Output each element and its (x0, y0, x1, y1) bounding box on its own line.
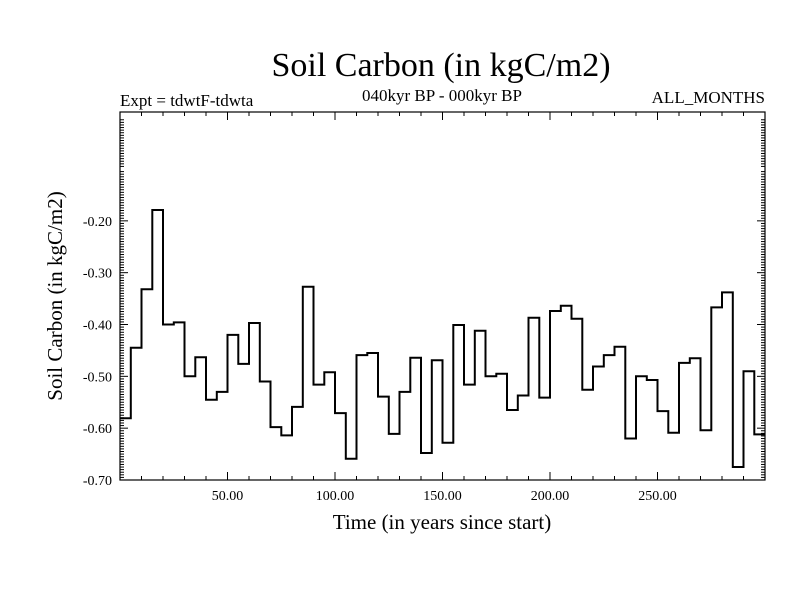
y-tick-label: -0.60 (83, 422, 112, 437)
x-tick-label: 50.00 (212, 489, 244, 504)
y-tick-label: -0.50 (83, 370, 112, 385)
y-tick-labels: -0.20 -0.30 -0.40 -0.50 -0.60 -0.70 (83, 215, 112, 489)
x-axis-label: Time (in years since start) (333, 510, 552, 534)
months-label: ALL_MONTHS (652, 88, 765, 107)
y-axis-label: Soil Carbon (in kgC/m2) (43, 191, 67, 400)
x-tick-label: 200.00 (531, 489, 570, 504)
y-tick-label: -0.40 (83, 319, 112, 334)
experiment-label: Expt = tdwtF-tdwta (120, 91, 254, 110)
chart-title: Soil Carbon (in kgC/m2) (271, 47, 610, 84)
soil-carbon-series-line (120, 209, 765, 468)
major-ticks (120, 112, 765, 481)
period-label: 040kyr BP - 000kyr BP (362, 86, 522, 105)
y-tick-label: -0.20 (83, 215, 112, 230)
x-tick-labels: 50.00 100.00 150.00 200.00 250.00 (212, 489, 677, 504)
x-tick-label: 150.00 (423, 489, 462, 504)
x-tick-label: 100.00 (316, 489, 355, 504)
minor-ticks (120, 112, 765, 480)
x-tick-label: 250.00 (638, 489, 677, 504)
y-tick-label: -0.30 (83, 267, 112, 282)
y-tick-label: -0.70 (83, 474, 112, 489)
